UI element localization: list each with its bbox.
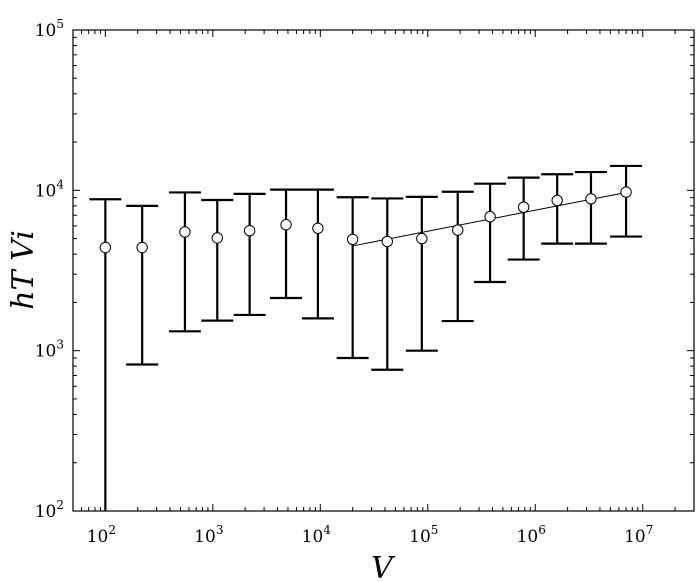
data-point [243, 225, 256, 237]
data-point [280, 219, 292, 231]
data-point [452, 224, 464, 236]
x-tick-label: 107 [624, 523, 653, 547]
y-tick-label: 105 [35, 17, 64, 41]
data-point [551, 194, 563, 207]
x-tick-label: 104 [302, 523, 332, 547]
chart-marks [89, 164, 643, 511]
y-axis-title: hT Vi [6, 230, 41, 310]
y-tick-label: 102 [35, 498, 64, 522]
data-point [484, 210, 496, 223]
data-point [211, 232, 223, 244]
data-point [517, 201, 530, 213]
data-point [179, 226, 191, 238]
data-point [381, 235, 393, 248]
data-point [312, 222, 324, 234]
data-point [416, 232, 428, 245]
x-tick-label: 103 [194, 523, 223, 547]
x-tick-label: 106 [517, 523, 546, 547]
data-point [99, 241, 112, 254]
y-tick-label: 104 [35, 177, 65, 201]
axis-ticks: 102 103 104 105 106 107 102 103 104 105 [35, 17, 695, 547]
x-axis-title: V [371, 551, 396, 582]
x-tick-label: 105 [409, 523, 438, 547]
y-tick-label: 103 [35, 338, 64, 362]
x-tick-label: 102 [87, 523, 116, 547]
data-point [620, 186, 632, 198]
plot-frame [72, 29, 695, 512]
data-point [136, 241, 148, 254]
data-point [585, 193, 597, 205]
data-point [346, 233, 359, 245]
